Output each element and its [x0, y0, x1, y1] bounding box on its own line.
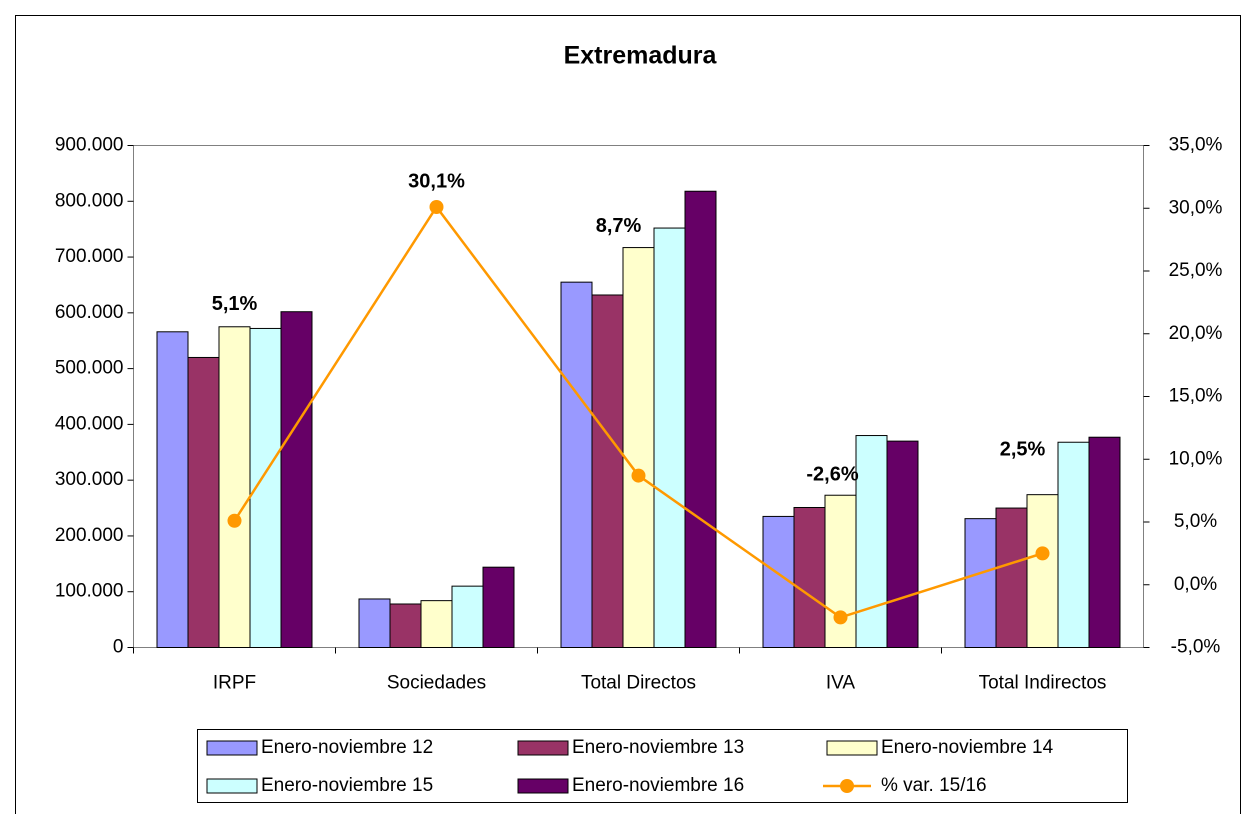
- x-tick-label: IVA: [826, 673, 856, 694]
- y2-tick-label: 15,0%: [1169, 386, 1223, 407]
- bar: [591, 294, 624, 648]
- bar: [1057, 441, 1090, 648]
- bar: [1026, 494, 1059, 648]
- chart-title: Extremadura: [564, 42, 718, 70]
- y-tick-label: 800.000: [55, 190, 124, 211]
- data-label: 8,7%: [596, 215, 642, 237]
- y-tick-label: 500.000: [55, 358, 124, 379]
- data-label: 5,1%: [212, 293, 258, 315]
- legend-swatch: [826, 740, 878, 756]
- bar: [824, 494, 857, 648]
- data-label: 30,1%: [408, 170, 465, 192]
- y2-tick-label: 30,0%: [1169, 197, 1223, 218]
- line-point: [631, 468, 646, 483]
- data-label: -2,6%: [806, 464, 858, 486]
- legend-label: % var. 15/16: [881, 775, 987, 796]
- legend-label: Enero-noviembre 14: [881, 737, 1054, 758]
- bar: [886, 440, 919, 648]
- bar: [1088, 436, 1121, 648]
- legend-swatch: [206, 778, 258, 794]
- bar: [420, 600, 453, 648]
- legend-label: Enero-noviembre 16: [572, 775, 744, 796]
- line-point: [1035, 546, 1050, 561]
- chart-frame: [15, 15, 1241, 814]
- y2-tick-label: 10,0%: [1169, 448, 1223, 469]
- y-tick-label: 0: [113, 637, 124, 658]
- y-tick-label: 300.000: [55, 469, 124, 490]
- y-tick-label: 900.000: [55, 135, 124, 156]
- line-point: [429, 199, 444, 214]
- bar: [280, 311, 313, 648]
- x-tick-label: IRPF: [213, 673, 256, 694]
- legend-label: Enero-noviembre 13: [572, 737, 744, 758]
- line-point: [227, 513, 242, 528]
- bar: [995, 507, 1028, 648]
- bar: [187, 356, 220, 648]
- y2-tick-label: 0,0%: [1174, 574, 1217, 595]
- legend: [197, 729, 1128, 803]
- bar: [793, 506, 826, 648]
- y2-tick-label: 5,0%: [1174, 511, 1217, 532]
- bar: [218, 326, 251, 648]
- legend-swatch: [517, 778, 569, 794]
- y2-tick-label: 20,0%: [1169, 323, 1223, 344]
- y2-tick-label: -5,0%: [1171, 637, 1221, 658]
- legend-swatch: [517, 740, 569, 756]
- legend-swatch: [206, 740, 258, 756]
- bar: [622, 247, 655, 648]
- y-tick-label: 700.000: [55, 246, 124, 267]
- y2-tick-label: 25,0%: [1169, 260, 1223, 281]
- legend-label: Enero-noviembre 15: [261, 775, 433, 796]
- bar: [855, 435, 888, 648]
- y-tick-label: 100.000: [55, 581, 124, 602]
- data-label: 2,5%: [1000, 439, 1046, 461]
- y-tick-label: 400.000: [55, 413, 124, 434]
- bar: [653, 227, 686, 648]
- bar: [964, 518, 997, 648]
- legend-label: Enero-noviembre 12: [261, 737, 433, 758]
- x-tick-label: Total Directos: [581, 673, 696, 694]
- bar: [358, 598, 391, 648]
- line-point: [833, 610, 848, 625]
- y-tick-label: 200.000: [55, 525, 124, 546]
- legend-marker: [840, 779, 854, 793]
- x-tick-label: Sociedades: [387, 673, 486, 694]
- bar: [684, 190, 717, 648]
- bar: [560, 281, 593, 648]
- bar: [156, 331, 189, 648]
- y-tick-label: 600.000: [55, 302, 124, 323]
- y2-tick-label: 35,0%: [1169, 135, 1223, 156]
- bar: [482, 566, 515, 648]
- bar: [389, 603, 422, 649]
- bar: [451, 585, 484, 649]
- x-tick-label: Total Indirectos: [979, 673, 1107, 694]
